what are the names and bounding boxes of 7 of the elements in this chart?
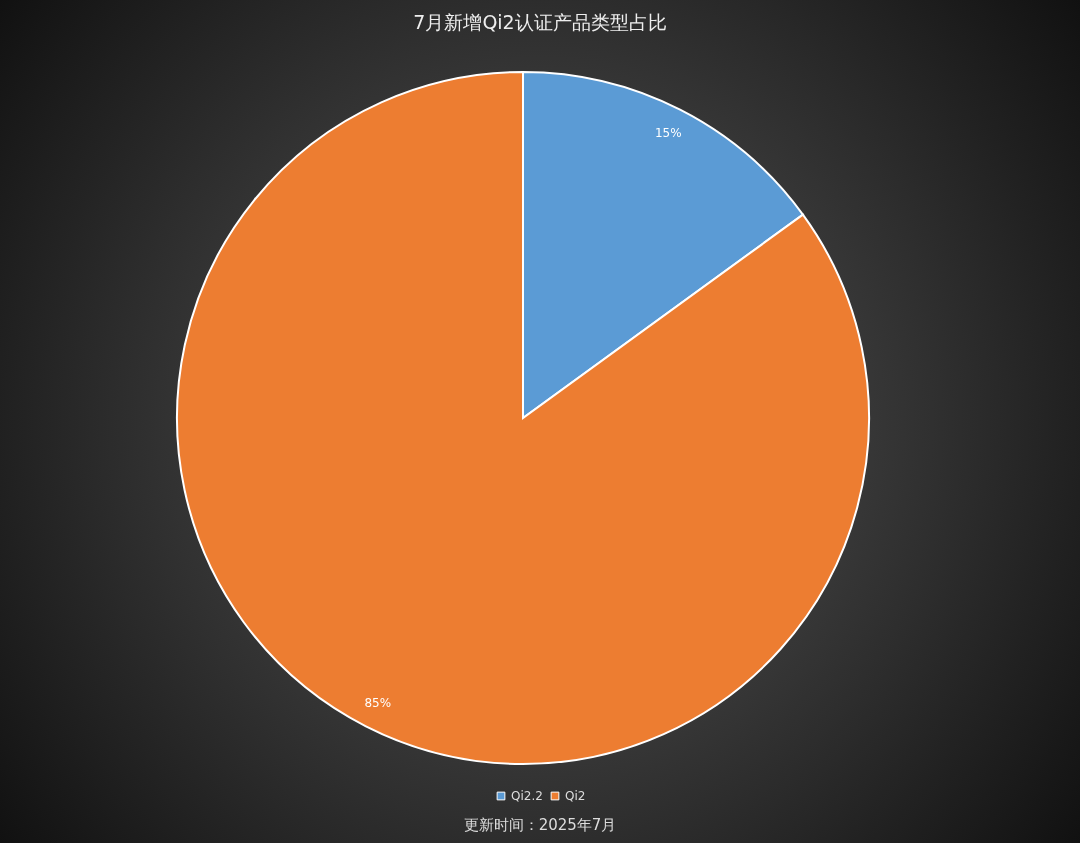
chart-title: 7月新增Qi2认证产品类型占比	[413, 11, 667, 33]
legend-label: Qi2.2	[511, 789, 543, 803]
data-label: 15%	[654, 125, 682, 140]
text: 更新时间：2025年7月	[463, 816, 617, 834]
pie-slice	[176, 71, 870, 765]
legend-label: Qi2	[565, 789, 586, 803]
data-label: 85%	[364, 696, 392, 711]
